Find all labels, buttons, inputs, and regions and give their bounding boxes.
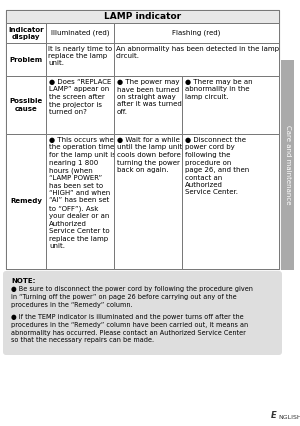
FancyBboxPatch shape — [3, 271, 282, 355]
Text: Problem: Problem — [9, 57, 43, 63]
Bar — [46, 43, 114, 76]
Bar — [6, 134, 279, 269]
Bar — [6, 43, 46, 76]
Text: Flashing (red): Flashing (red) — [172, 30, 221, 36]
Bar — [46, 134, 114, 269]
Text: It is nearly time to
replace the lamp
unit.: It is nearly time to replace the lamp un… — [48, 46, 112, 66]
Bar — [114, 134, 182, 269]
Text: Care and maintenance: Care and maintenance — [284, 125, 290, 205]
Text: ● If the TEMP indicator is illuminated and the power turns off after the
procedu: ● If the TEMP indicator is illuminated a… — [11, 314, 248, 343]
Bar — [6, 76, 46, 134]
Text: Remedy: Remedy — [10, 199, 42, 204]
Bar — [6, 10, 279, 23]
Bar — [114, 76, 182, 134]
Bar — [114, 43, 279, 76]
Bar — [182, 76, 279, 134]
Bar — [6, 76, 279, 134]
Bar — [6, 23, 279, 43]
Bar — [6, 43, 279, 76]
Text: ● Be sure to disconnect the power cord by following the procedure given
in “Turn: ● Be sure to disconnect the power cord b… — [11, 286, 253, 308]
Bar — [6, 10, 279, 269]
Bar — [114, 23, 279, 43]
Text: Illuminated (red): Illuminated (red) — [51, 30, 109, 36]
Text: An abnormality has been detected in the lamp
circuit.: An abnormality has been detected in the … — [116, 46, 279, 59]
Text: ● Wait for a while
until the lamp unit
cools down before
turning the power
back : ● Wait for a while until the lamp unit c… — [117, 137, 182, 173]
Text: ● There may be an
abnormality in the
lamp circuit.: ● There may be an abnormality in the lam… — [185, 79, 253, 100]
Bar — [46, 76, 114, 134]
Text: NOTE:: NOTE: — [11, 278, 35, 284]
Text: NGLISH-53: NGLISH-53 — [278, 415, 300, 420]
Text: E: E — [271, 411, 277, 420]
Text: LAMP indicator: LAMP indicator — [104, 12, 181, 21]
Text: ● The power may
have been turned
on straight away
after it was turned
off.: ● The power may have been turned on stra… — [117, 79, 182, 115]
Bar — [182, 134, 279, 269]
Text: ● This occurs when
the operation time
for the lamp unit is
nearing 1 800
hours (: ● This occurs when the operation time fo… — [49, 137, 118, 249]
Bar — [281, 60, 294, 270]
Text: Possible
cause: Possible cause — [9, 98, 43, 112]
Text: ● Does “REPLACE
LAMP” appear on
the screen after
the projector is
turned on?: ● Does “REPLACE LAMP” appear on the scre… — [49, 79, 111, 115]
Bar — [6, 23, 46, 43]
Text: Indicator
display: Indicator display — [8, 26, 44, 40]
Text: ● Disconnect the
power cord by
following the
procedure on
page 26, and then
cont: ● Disconnect the power cord by following… — [185, 137, 249, 196]
Bar — [6, 134, 46, 269]
Bar — [46, 23, 114, 43]
